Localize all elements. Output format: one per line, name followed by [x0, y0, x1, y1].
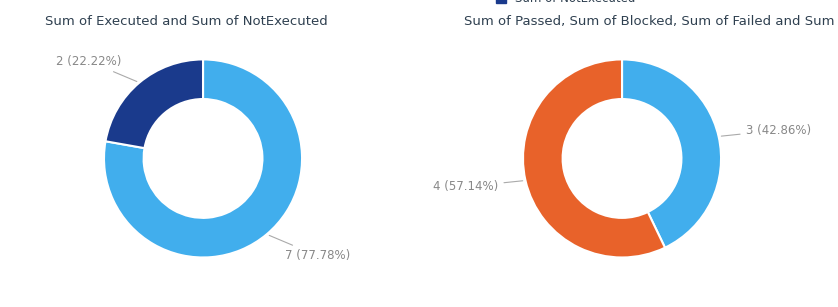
Wedge shape: [104, 60, 302, 258]
Text: 4 (57.14%): 4 (57.14%): [433, 180, 523, 193]
Legend: Sum of Executed, Sum of NotExecuted: Sum of Executed, Sum of NotExecuted: [493, 0, 639, 9]
Wedge shape: [622, 60, 721, 248]
Wedge shape: [523, 60, 665, 258]
Text: 2 (22.22%): 2 (22.22%): [56, 55, 137, 82]
Text: Sum of Passed, Sum of Blocked, Sum of Failed and Sum of NotApplicable: Sum of Passed, Sum of Blocked, Sum of Fa…: [463, 15, 838, 28]
Wedge shape: [106, 60, 203, 148]
Text: 3 (42.86%): 3 (42.86%): [722, 124, 810, 137]
Text: 7 (77.78%): 7 (77.78%): [269, 235, 349, 262]
Text: Sum of Executed and Sum of NotExecuted: Sum of Executed and Sum of NotExecuted: [44, 15, 328, 28]
